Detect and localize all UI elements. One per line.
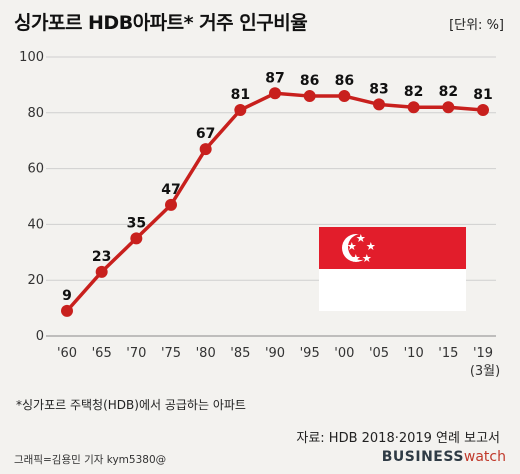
data-point (234, 104, 247, 117)
data-point (442, 101, 455, 114)
x-axis-note: (3월) (470, 364, 500, 379)
data-label: 23 (92, 249, 111, 265)
x-tick-label: '05 (369, 346, 389, 361)
y-tick-label: 100 (19, 50, 44, 65)
y-tick-label: 20 (27, 273, 44, 288)
x-tick-label: '15 (438, 346, 458, 361)
brand-logo: BUSINESSwatch (382, 449, 506, 465)
x-tick-label: '00 (334, 346, 354, 361)
unit-label: [단위: %] (449, 18, 504, 33)
x-tick-label: '10 (404, 346, 424, 361)
data-point (95, 265, 108, 278)
line-chart: 0 20 40 60 80 100 '60 '65 '70 '75 '80 '85 '90 '95 '00 '… (19, 50, 500, 379)
data-point (269, 87, 281, 100)
chart-title: 싱가포르 HDB아파트* 거주 인구비율 (14, 12, 308, 34)
data-label: 82 (439, 84, 458, 100)
singapore-flag-icon (319, 227, 466, 311)
x-tick-label: '85 (230, 346, 250, 361)
data-point (373, 98, 385, 111)
data-label: 67 (196, 126, 215, 142)
footnote: *싱가포르 주택청(HDB)에서 공급하는 아파트 (16, 398, 246, 412)
data-point (130, 232, 143, 245)
source-note: 자료: HDB 2018·2019 연례 보고서 (296, 431, 500, 446)
brand-accent: watch (463, 449, 506, 465)
y-tick-label: 40 (27, 217, 44, 232)
data-label: 87 (265, 70, 284, 86)
data-point (407, 101, 420, 114)
x-tick-label: '80 (196, 346, 216, 361)
data-label: 82 (404, 84, 423, 100)
data-point (477, 104, 489, 117)
x-tick-label: '65 (92, 346, 112, 361)
x-tick-label: '90 (265, 346, 285, 361)
data-point (338, 90, 351, 103)
graphic-credit: 그래픽=김용민 기자 kym5380@ (14, 454, 167, 466)
data-label: 35 (127, 215, 146, 231)
data-label: 83 (369, 81, 388, 97)
x-tick-label: '75 (161, 346, 181, 361)
data-label: 81 (231, 87, 250, 103)
x-tick-label: '19 (473, 346, 493, 361)
y-tick-label: 0 (36, 329, 44, 344)
data-point (199, 143, 212, 156)
data-label: 81 (473, 87, 492, 103)
data-label: 86 (300, 73, 319, 89)
x-tick-label: '70 (126, 346, 146, 361)
data-point (165, 198, 177, 211)
x-tick-label: '95 (300, 346, 320, 361)
x-tick-label: '60 (57, 346, 77, 361)
data-label: 47 (161, 182, 180, 198)
data-label: 86 (335, 73, 354, 89)
y-tick-label: 80 (27, 106, 44, 121)
data-point (61, 304, 73, 317)
y-tick-label: 60 (27, 162, 44, 177)
data-label: 9 (62, 288, 72, 304)
data-point (303, 90, 316, 103)
brand-main: BUSINESS (381, 449, 464, 465)
